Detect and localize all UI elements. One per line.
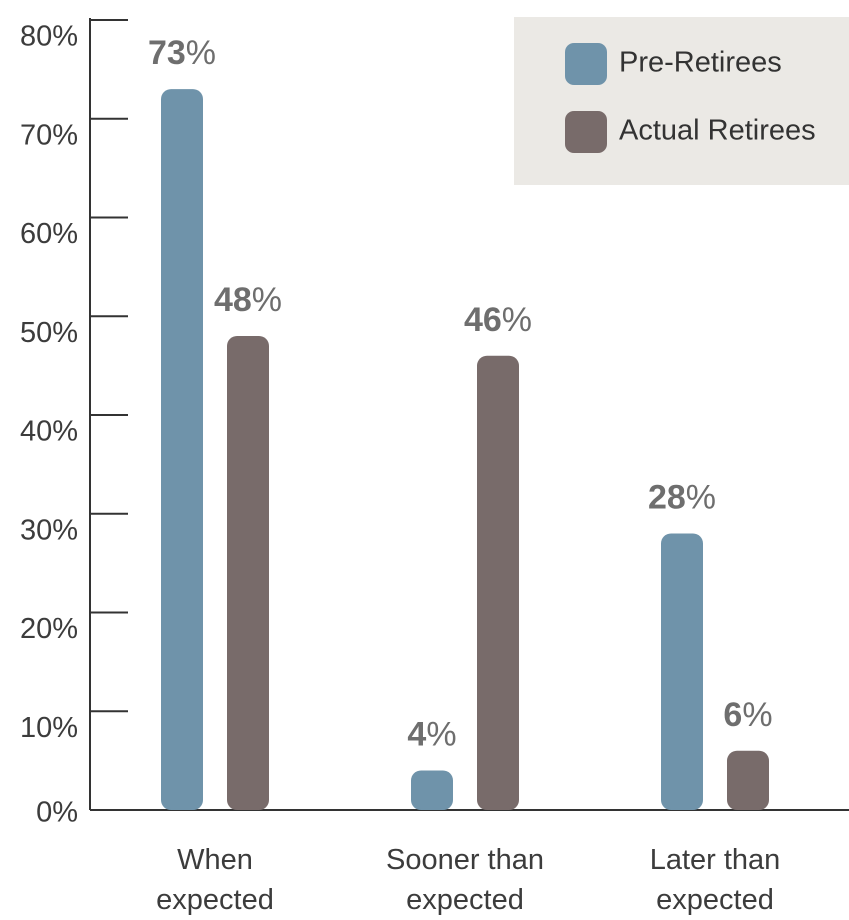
y-tick-label: 0% bbox=[36, 797, 78, 829]
bar bbox=[161, 89, 203, 810]
y-tick-label: 50% bbox=[20, 317, 78, 349]
bar bbox=[727, 750, 769, 810]
bar bbox=[661, 533, 703, 810]
legend-label: Actual Retirees bbox=[619, 115, 816, 147]
value-unit: % bbox=[426, 715, 456, 753]
bar bbox=[477, 355, 519, 810]
value-label: 73% bbox=[148, 34, 216, 72]
value-number: 73 bbox=[148, 34, 186, 72]
value-number: 28 bbox=[648, 478, 686, 516]
y-tick-label: 40% bbox=[20, 416, 78, 448]
value-unit: % bbox=[502, 301, 532, 339]
value-number: 6 bbox=[723, 696, 742, 734]
value-label: 6% bbox=[723, 696, 772, 734]
value-number: 46 bbox=[464, 301, 502, 339]
x-tick-label: When expected bbox=[156, 844, 274, 916]
y-tick-label: 80% bbox=[20, 21, 78, 53]
value-unit: % bbox=[686, 478, 716, 516]
value-label: 46% bbox=[464, 301, 532, 339]
value-label: 4% bbox=[407, 715, 456, 753]
value-number: 4 bbox=[407, 715, 426, 753]
legend-swatch bbox=[565, 111, 607, 153]
y-tick-label: 60% bbox=[20, 218, 78, 250]
legend-label: Pre-Retirees bbox=[619, 47, 782, 79]
y-tick-label: 70% bbox=[20, 119, 78, 151]
legend-swatch bbox=[565, 43, 607, 85]
y-tick-label: 10% bbox=[20, 712, 78, 744]
legend-box bbox=[514, 17, 849, 185]
y-tick-label: 20% bbox=[20, 613, 78, 645]
x-tick-label: Sooner than expected bbox=[385, 844, 544, 916]
x-tick-label: Later than expected bbox=[649, 844, 781, 916]
value-unit: % bbox=[252, 281, 282, 319]
value-unit: % bbox=[186, 34, 216, 72]
y-tick-label: 30% bbox=[20, 514, 78, 546]
bar bbox=[411, 770, 453, 810]
value-unit: % bbox=[742, 696, 772, 734]
bar bbox=[227, 336, 269, 810]
value-number: 48 bbox=[214, 281, 252, 319]
value-label: 28% bbox=[648, 478, 716, 516]
value-label: 48% bbox=[214, 281, 282, 319]
